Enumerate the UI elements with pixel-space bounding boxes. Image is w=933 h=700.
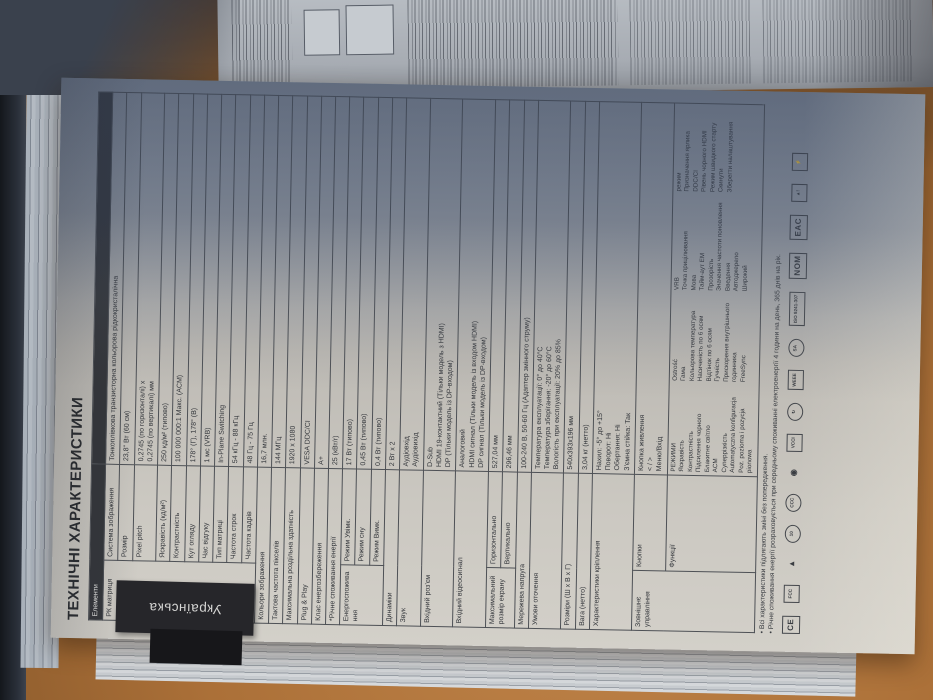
rotated-page-content: ТЕХНІЧНІ ХАРАКТЕРИСТИКИ Елементи РК матр… (57, 82, 913, 646)
cert-iso-9241-307-icon: ISO 9241-307 (788, 291, 806, 327)
spec-value-cell: РЕЖИМИ Яскравість Контрастність Підсилення … (666, 103, 765, 477)
cert-nom-mark-icon: NOM (788, 252, 807, 279)
osd-functions-columns: РЕЖИМИ Яскравість Контрастність Підсилення … (670, 107, 762, 474)
spec-sub-cell: Функції (665, 474, 757, 573)
osd-function-item: Зберегти налаштування (725, 121, 735, 193)
cert-weee-bin-icon: WEEE (787, 370, 804, 390)
spec-label-cell: Умови оточення (528, 472, 564, 629)
osd-functions-column: режим Призначення ярлика DDC/CI Рівень чорн… (675, 107, 762, 193)
osd-function-item: Широкий (741, 265, 749, 292)
osd-functions-column: РЕЖИМИ Яскравість Контрастність Підсилення … (670, 385, 757, 473)
background-page-text-lines (629, 0, 751, 86)
cert-rohs-triangle-icon: ▲ (786, 559, 796, 568)
cert-psb-box-icon: ⚡ (791, 152, 808, 172)
manual-page: ТЕХНІЧНІ ХАРАКТЕРИСТИКИ Елементи РК матр… (50, 77, 926, 655)
spec-group-cell: Зовнішнє управління (631, 570, 756, 633)
background-page-text-lines (407, 0, 619, 89)
language-tab-label: Українська (148, 599, 222, 617)
spec-group-cell: Максимальний розмір екрану (485, 567, 516, 629)
spec-label-cell: Характеристики кріплення (589, 473, 635, 631)
background-page-figure (345, 4, 395, 56)
background-page-figure (303, 9, 341, 56)
cert-vcci-mark-icon: VCCI (785, 433, 803, 452)
language-tab-stack (149, 628, 243, 666)
spec-label-cell: Звук (396, 469, 424, 627)
cert-ccc-mark-icon: CCC (784, 493, 802, 512)
osd-functions-column: Ostrość Гама Кольорова температура Насичені… (671, 294, 758, 382)
osd-functions-column: VRB Точка прицілювання Мова Тайм-аут ЕМ Проз… (673, 195, 760, 291)
spec-value-cell: Нахил: -5° до +15° Поворот: Ні Обертання: … (592, 101, 642, 475)
cert-bsmi-mark-icon: ◉ (788, 469, 798, 477)
page-title: ТЕХНІЧНІ ХАРАКТЕРИСТИКИ (65, 396, 87, 621)
background-page-text-lines (231, 0, 293, 91)
osd-function-item: Poz. pozioma i pozycja pionowa (737, 408, 754, 474)
cert-rcm-mark-icon: ↻ (786, 402, 803, 421)
osd-function-item: Прискорення внутрішнього годинника (722, 302, 739, 383)
cert-csa-mark-icon: SA (787, 339, 805, 358)
spec-row: Функції РЕЖИМИ Яскравість Контрастність Підс… (664, 103, 765, 633)
cert-china-rohs-10-icon: 10 (784, 524, 801, 543)
cert-eac-mark-icon: EAC (789, 214, 808, 240)
background-page-shadow (812, 0, 933, 89)
language-tab: Українська (115, 580, 255, 636)
cert-ce-mark-icon: CE (781, 615, 800, 635)
osd-function-item: FreeSync (739, 355, 747, 383)
spec-sub-cell: Кнопки (632, 474, 667, 571)
spec-sub-cell: Pixel pitch (132, 464, 158, 562)
spec-group-cell: Енергоспоживання (339, 564, 384, 626)
cert-fcc-mark-icon: FCC (783, 584, 800, 603)
spec-table: Елементи РК матриця Система зображення Тон… (88, 91, 765, 633)
certification-icons-row: CE FCC ▲ 10 CCC ◉ VCCI ↻ WEEE SA ISO 9241-307 NOM EA… (781, 94, 809, 635)
cert-tuv-box-icon: ▲! (790, 183, 808, 203)
spec-label-cell: Вхідний роз'єм (420, 470, 456, 627)
spec-label-cell: Вхідний відеосигнал (452, 470, 489, 628)
